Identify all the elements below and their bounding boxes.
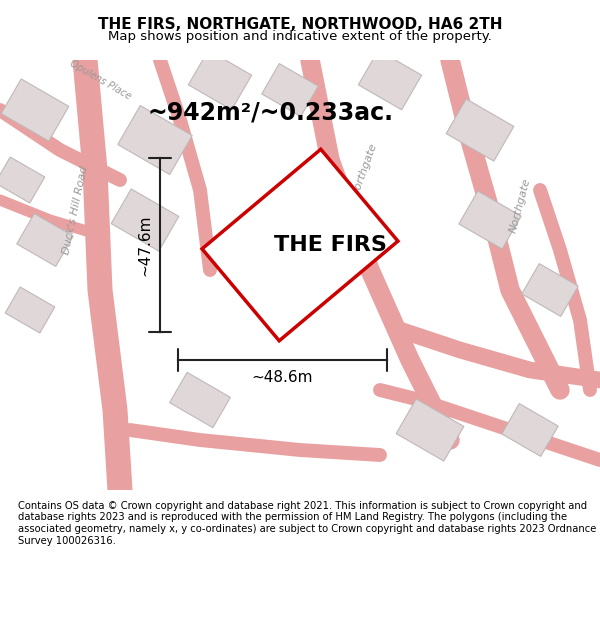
Polygon shape [5,287,55,333]
Polygon shape [446,99,514,161]
Polygon shape [502,404,558,456]
Polygon shape [358,50,422,110]
Text: Northgate: Northgate [350,142,379,198]
Text: ~48.6m: ~48.6m [252,371,313,386]
Text: ~942m²/~0.233ac.: ~942m²/~0.233ac. [147,100,393,124]
Text: Northgate: Northgate [508,176,532,234]
Polygon shape [522,264,578,316]
Text: THE FIRS: THE FIRS [274,235,386,255]
Text: Duck's Hill Road: Duck's Hill Road [61,165,89,255]
Polygon shape [262,64,318,116]
Polygon shape [0,157,45,203]
Text: Contains OS data © Crown copyright and database right 2021. This information is : Contains OS data © Crown copyright and d… [18,501,596,546]
Polygon shape [202,149,398,341]
Polygon shape [459,191,521,249]
Polygon shape [188,50,251,110]
Polygon shape [396,399,464,461]
Text: THE FIRS, NORTHGATE, NORTHWOOD, HA6 2TH: THE FIRS, NORTHGATE, NORTHWOOD, HA6 2TH [98,17,502,32]
Text: ~47.6m: ~47.6m [137,214,152,276]
Text: Map shows position and indicative extent of the property.: Map shows position and indicative extent… [108,30,492,43]
Polygon shape [17,214,73,266]
Polygon shape [118,106,192,174]
Text: Opulens Place: Opulens Place [68,58,133,102]
Polygon shape [170,372,230,428]
Polygon shape [1,79,69,141]
Polygon shape [111,189,179,251]
